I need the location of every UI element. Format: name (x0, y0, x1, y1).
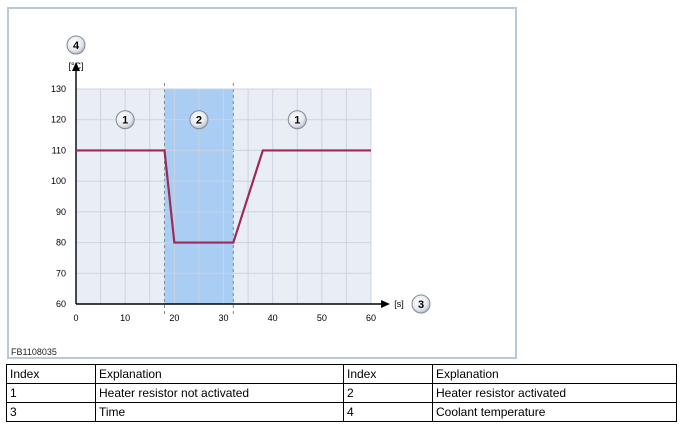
y-tick-label: 100 (51, 176, 66, 186)
y-tick-label: 130 (51, 84, 66, 94)
x-tick-label: 30 (218, 313, 228, 323)
region-marker: 1 (287, 110, 307, 130)
svg-text:3: 3 (418, 299, 424, 311)
legend-row: 1 Heater resistor not activated 2 Heater… (6, 383, 677, 403)
x-tick-label: 60 (366, 313, 376, 323)
header-index: Index (6, 364, 96, 384)
y-tick-label: 120 (51, 115, 66, 125)
x-tick-label: 50 (317, 313, 327, 323)
y-tick-label: 80 (56, 238, 66, 248)
header-explanation-2: Explanation (432, 364, 677, 384)
coolant-temperature-line (76, 149, 371, 244)
svg-text:2: 2 (196, 115, 202, 127)
svg-text:1: 1 (294, 115, 300, 127)
legend-explanation: Heater resistor not activated (95, 383, 344, 403)
y-axis-marker: 4 (66, 35, 86, 55)
y-tick-label: 60 (56, 299, 66, 309)
region-marker: 1 (115, 110, 135, 130)
x-axis-arrow (381, 300, 390, 308)
coolant-temperature-chart: 0 10 20 30 40 50 60 60 70 80 90 100 110 120 130 [°C] [s]… (51, 35, 431, 323)
y-axis-arrow (72, 62, 80, 71)
legend-row: 3 Time 4 Coolant temperature (6, 402, 677, 422)
figure-id: FB1108035 (11, 347, 57, 357)
legend-index: 2 (343, 383, 433, 403)
legend-explanation: Time (95, 402, 344, 422)
x-tick-label: 10 (120, 313, 130, 323)
header-index-2: Index (343, 364, 433, 384)
legend-header-row: Index Explanation Index Explanation (6, 364, 677, 384)
x-axis-marker: 3 (411, 294, 431, 314)
legend-index: 4 (343, 402, 433, 422)
legend-index: 3 (6, 402, 96, 422)
legend-table: Index Explanation Index Explanation 1 He… (6, 364, 677, 422)
legend-explanation: Heater resistor activated (432, 383, 677, 403)
x-axis-unit-label: [s] (394, 299, 404, 309)
y-axis-unit-label: [°C] (68, 61, 83, 71)
x-tick-label: 20 (169, 313, 179, 323)
x-tick-label: 40 (268, 313, 278, 323)
x-tick-label: 0 (73, 313, 78, 323)
y-tick-label: 110 (52, 145, 66, 155)
legend-explanation: Coolant temperature (432, 402, 677, 422)
y-tick-label: 70 (56, 268, 66, 278)
y-tick-label: 90 (56, 207, 66, 217)
region-marker: 2 (189, 110, 209, 130)
svg-text:1: 1 (122, 115, 128, 127)
header-explanation: Explanation (95, 364, 344, 384)
svg-text:4: 4 (73, 40, 80, 52)
legend-index: 1 (6, 383, 96, 403)
